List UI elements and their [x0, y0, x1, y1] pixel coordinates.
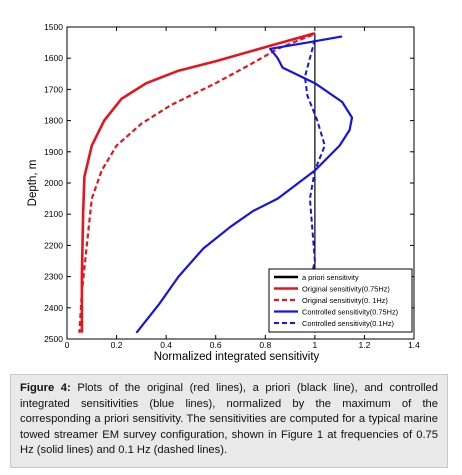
- series-line-4: [276, 39, 326, 331]
- y-tick-label: 2300: [44, 272, 63, 282]
- y-axis-label: Depth, m: [27, 160, 39, 207]
- series-line-3: [135, 35, 354, 334]
- caption-label: Figure 4:: [20, 382, 71, 394]
- axis-ticks: 0 0.2 0.4 0.6 0.8 1 1.2 1.4 1500 1600 1700 1800 1900…: [44, 22, 420, 350]
- legend-entry: a priori sensitivity: [302, 273, 359, 282]
- x-tick-label: 0.6: [210, 340, 222, 350]
- figure-caption: Figure 4: Plots of the original (red lin…: [10, 374, 448, 468]
- legend: a priori sensitivity Original sensitivity…: [268, 268, 413, 333]
- x-tick-label: 0.8: [259, 340, 271, 350]
- y-tick-label: 2200: [44, 240, 63, 250]
- y-tick-label: 1900: [44, 147, 63, 157]
- series-layer: [78, 31, 354, 334]
- y-tick-label: 1700: [44, 84, 63, 94]
- y-tick-label: 2400: [44, 303, 63, 313]
- legend-entry: Original sensitivity(0.75Hz): [302, 285, 390, 294]
- legend-entry: Controlled sensitivity(0.1Hz): [302, 319, 394, 328]
- caption-text: Plots of the original (red lines), a pri…: [20, 382, 438, 456]
- x-tick-label: 0.4: [160, 340, 172, 350]
- y-tick-label: 2000: [44, 178, 63, 188]
- x-tick-label: 1: [312, 340, 317, 350]
- y-tick-label: 1500: [44, 22, 63, 32]
- x-tick-label: 1.4: [408, 340, 420, 350]
- x-tick-label: 1.2: [359, 340, 371, 350]
- chart-figure: 0 0.2 0.4 0.6 0.8 1 1.2 1.4 1500 1600 1700 1800 1900…: [27, 22, 420, 363]
- legend-entry: Original sensitivity(0. 1Hz): [302, 296, 388, 305]
- x-axis-label: Normalized integrated sensitivity: [154, 351, 320, 363]
- y-tick-label: 1800: [44, 116, 63, 126]
- x-tick-label: 0.2: [111, 340, 123, 350]
- y-tick-label: 2500: [44, 334, 63, 344]
- y-tick-label: 1600: [44, 53, 63, 63]
- legend-entry: Controlled sensitivity(0.75Hz): [302, 308, 398, 317]
- y-tick-label: 2100: [44, 209, 63, 219]
- series-line-2: [78, 33, 313, 333]
- x-tick-label: 0: [65, 340, 70, 350]
- series-line-1: [80, 31, 316, 333]
